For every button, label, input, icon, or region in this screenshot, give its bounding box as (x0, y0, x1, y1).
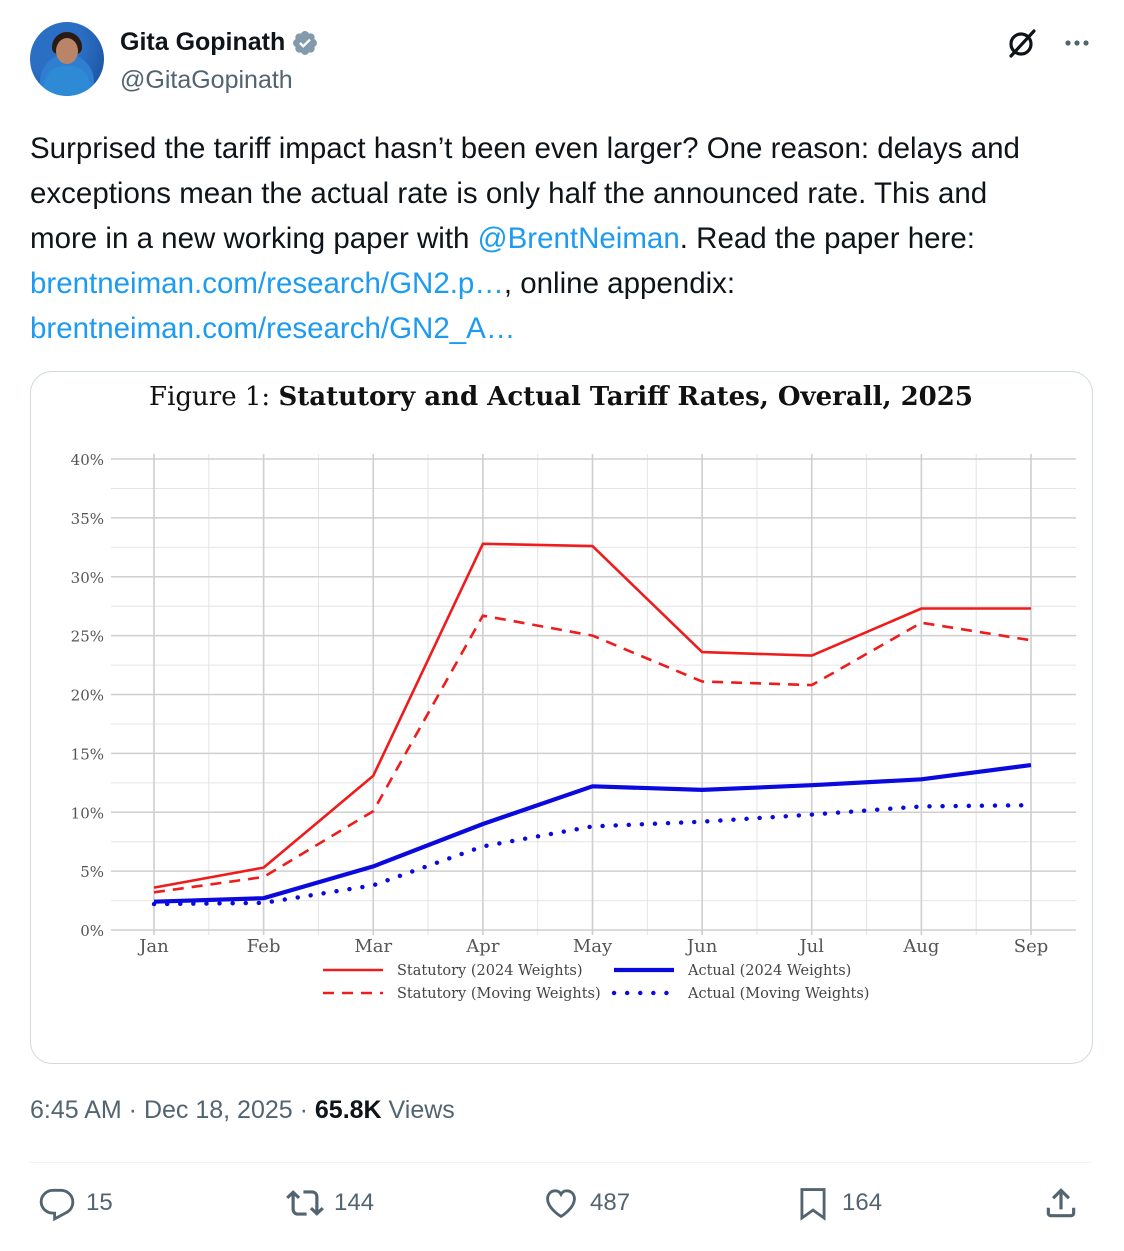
x-tick-label: Sep (1014, 936, 1049, 957)
appendix-link[interactable]: brentneiman.com/research/GN2_A… (30, 312, 516, 345)
series-line (153, 614, 1032, 894)
reply-button[interactable]: 15 (38, 1184, 113, 1222)
reply-count: 15 (86, 1189, 113, 1216)
chart-title: Figure 1: Statutory and Actual Tariff Ra… (149, 382, 973, 412)
retweet-icon (286, 1190, 324, 1216)
author-handle[interactable]: @GitaGopinath (120, 66, 293, 94)
x-tick-label: Jan (137, 936, 169, 957)
more-icon[interactable] (1060, 26, 1094, 60)
mention-link[interactable]: @BrentNeiman (477, 222, 680, 255)
retweet-button[interactable]: 144 (286, 1184, 374, 1222)
y-tick-label: 25% (71, 628, 104, 646)
reply-icon (39, 1188, 75, 1222)
tweet-meta: 6:45 AM · Dec 18, 2025 · 65.8K Views (30, 1096, 455, 1125)
like-button[interactable]: 487 (542, 1184, 630, 1222)
tweet-text: Surprised the tariff impact hasn’t been … (30, 126, 1100, 351)
x-tick-label: Apr (465, 936, 500, 957)
y-tick-label: 0% (80, 922, 104, 940)
x-tick-label: Feb (247, 936, 281, 957)
meta-separator: · (121, 1096, 144, 1124)
paper-link[interactable]: brentneiman.com/research/GN2.p… (30, 267, 504, 300)
x-tick-label: Aug (902, 936, 939, 957)
y-tick-label: 5% (80, 863, 104, 881)
author-name[interactable]: Gita Gopinath (120, 28, 286, 56)
series-line (153, 763, 1032, 904)
tweet-text-line: brentneiman.com/research/GN2_A… (30, 306, 1100, 351)
like-count: 487 (590, 1189, 631, 1216)
views-label: Views (381, 1096, 455, 1124)
tweet-text-line: exceptions mean the actual rate is only … (30, 177, 988, 210)
chart-title-main: Statutory and Actual Tariff Rates, Overa… (278, 382, 973, 412)
retweet-count: 144 (334, 1189, 375, 1216)
legend-label: Actual (Moving Weights) (687, 986, 869, 1002)
tweet-header: Gita Gopinath @GitaGopinath (30, 22, 1100, 102)
meta-separator: · (292, 1096, 315, 1124)
verified-badge-icon (293, 30, 318, 55)
y-tick-label: 15% (71, 745, 104, 763)
tweet-text-line: more in a new working paper with @BrentN… (30, 216, 1100, 261)
share-button[interactable] (1042, 1184, 1080, 1222)
chart-title-prefix: Figure 1: (149, 382, 278, 412)
x-tick-label: Jul (797, 936, 824, 957)
x-tick-label: Jun (685, 936, 718, 957)
tweet-text-fragment: . Read the paper here: (679, 222, 975, 255)
bookmark-icon (800, 1188, 826, 1221)
series-line (153, 542, 1031, 889)
bookmark-button[interactable]: 164 (794, 1184, 882, 1222)
tweet-text-line: Surprised the tariff impact hasn’t been … (30, 132, 1020, 165)
tweet-time[interactable]: 6:45 AM (30, 1096, 122, 1124)
y-tick-label: 30% (71, 569, 104, 587)
legend-label: Statutory (Moving Weights) (397, 986, 601, 1002)
y-tick-label: 40% (71, 451, 104, 469)
y-tick-label: 20% (71, 687, 104, 705)
tweet-date[interactable]: Dec 18, 2025 (143, 1096, 293, 1124)
tweet-text-fragment: , online appendix: (503, 267, 736, 300)
like-icon (546, 1189, 576, 1219)
share-icon (1046, 1188, 1076, 1218)
author-name-row: Gita Gopinath (120, 28, 319, 57)
legend-label: Statutory (2024 Weights) (397, 963, 583, 979)
tweet-text-fragment: more in a new working paper with (30, 222, 478, 255)
grok-icon[interactable] (1005, 26, 1039, 60)
divider (30, 1162, 1092, 1163)
bookmark-count: 164 (842, 1189, 883, 1216)
tariff-rate-chart: Figure 1: Statutory and Actual Tariff Ra… (71, 382, 1076, 1002)
tweet-media-chart[interactable]: Figure 1: Statutory and Actual Tariff Ra… (30, 371, 1093, 1064)
views-count: 65.8K (314, 1096, 382, 1124)
tweet-text-line: brentneiman.com/research/GN2.p…, online … (30, 261, 1100, 306)
avatar[interactable] (30, 22, 104, 96)
y-tick-label: 35% (71, 510, 104, 528)
x-tick-label: May (573, 936, 613, 957)
action-bar: 15 144 487 164 (30, 1184, 1092, 1234)
legend-label: Actual (2024 Weights) (687, 963, 851, 979)
y-tick-label: 10% (71, 804, 104, 822)
x-tick-label: Mar (354, 936, 392, 957)
